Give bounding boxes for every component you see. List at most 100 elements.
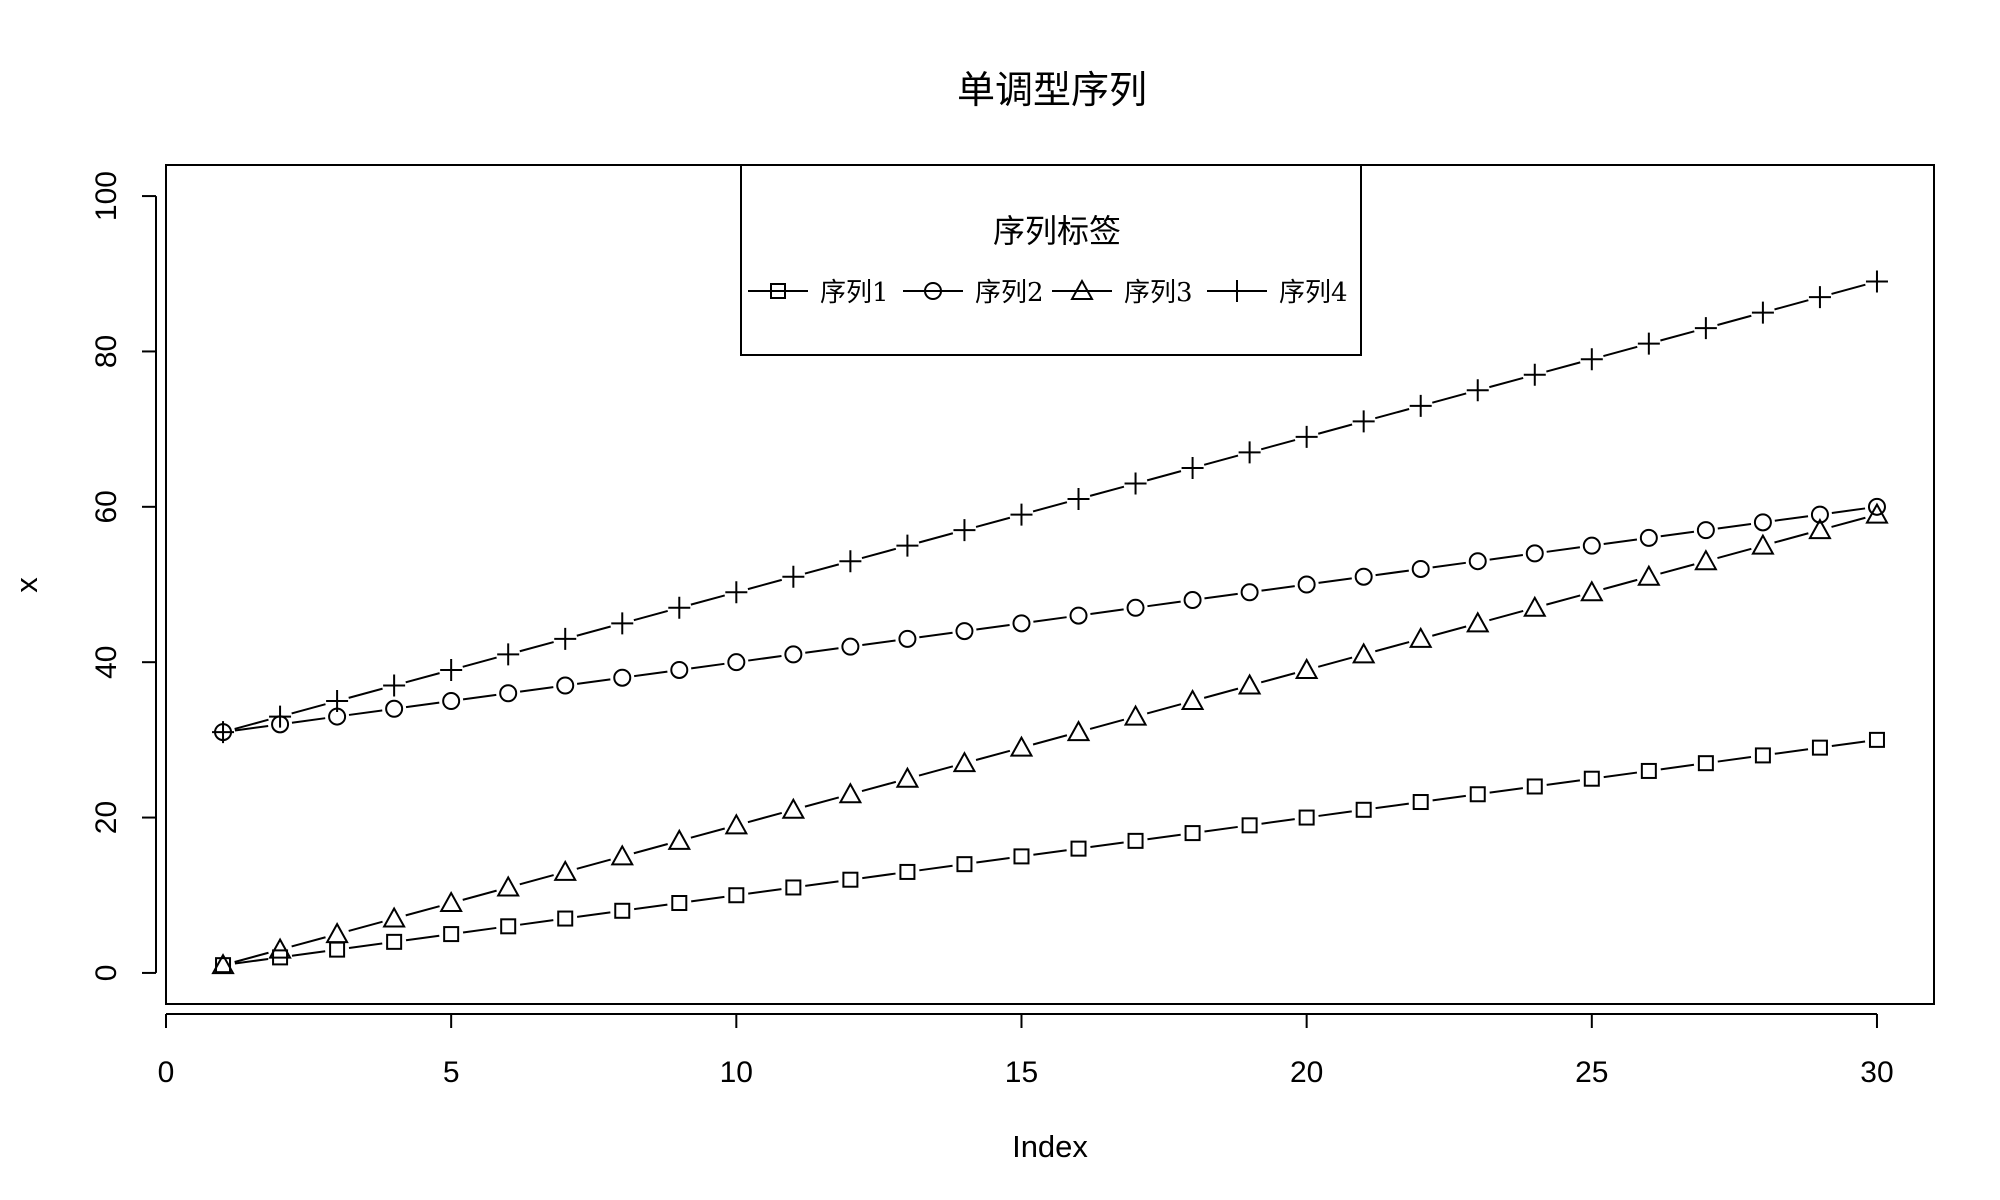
series-3-point — [382, 906, 406, 928]
series-4-point — [1124, 472, 1147, 495]
series-1-point — [557, 910, 574, 927]
series-3-segment — [576, 858, 611, 870]
series-4-segment — [1831, 283, 1866, 295]
series-1-segment — [691, 895, 725, 903]
series-4-point — [497, 643, 520, 666]
series-3-segment — [1317, 656, 1353, 668]
series-4-segment — [975, 516, 1011, 528]
series-4-segment — [519, 641, 554, 653]
legend-title: 序列标签 — [993, 212, 1121, 250]
series-1-segment — [1774, 748, 1809, 755]
series-2-segment — [1546, 546, 1581, 553]
series-2-point — [1468, 552, 1487, 571]
series-3-segment — [975, 749, 1011, 761]
series-4-segment — [690, 594, 726, 606]
series-3-point — [1580, 580, 1604, 602]
series-3-point — [667, 828, 691, 850]
series-2-segment — [1204, 592, 1238, 600]
series-1-segment — [234, 958, 269, 965]
series-4-point — [668, 596, 691, 619]
series-2-segment — [691, 662, 725, 670]
series-1-point — [1298, 809, 1315, 826]
series-2-point — [613, 668, 632, 687]
series-3-segment — [291, 936, 326, 948]
series-3-segment — [918, 765, 954, 777]
series-2-segment — [405, 701, 440, 709]
series-2-segment — [1831, 507, 1866, 514]
series-2-point — [898, 629, 917, 648]
series-4-point — [383, 674, 406, 697]
series-3-segment — [1203, 687, 1239, 699]
series-2-segment — [1375, 569, 1409, 577]
series-1-segment — [348, 942, 383, 949]
series-1-point — [443, 926, 460, 943]
series-2-point — [442, 692, 461, 711]
series-2-point — [1753, 513, 1772, 532]
series-1-segment — [462, 926, 497, 934]
series-3-point — [496, 875, 520, 897]
series-4-segment — [1660, 330, 1695, 342]
series-3-point — [1009, 735, 1034, 757]
series-4 — [212, 270, 1888, 744]
series-4-point — [212, 721, 235, 744]
series-2-point — [1012, 614, 1031, 633]
x-tick-label: 25 — [1575, 1056, 1608, 1089]
series-3-point — [439, 890, 463, 913]
x-tick-label: 5 — [443, 1056, 460, 1089]
series-1-segment — [1603, 771, 1638, 779]
series-3-segment — [804, 796, 840, 808]
series-2-segment — [1318, 577, 1352, 584]
series-4-point — [1067, 488, 1090, 511]
series-2-segment — [976, 623, 1010, 631]
series-1-point — [1640, 762, 1657, 779]
series-1-point — [1241, 817, 1258, 834]
series-1-point — [1184, 825, 1201, 842]
x-tick-label: 15 — [1005, 1056, 1038, 1089]
series-4-segment — [462, 656, 497, 668]
series-4-point — [1352, 410, 1375, 433]
series-4-segment — [861, 547, 897, 560]
legend-item-3: 序列3 — [1052, 278, 1193, 308]
series-3-segment — [861, 780, 897, 793]
series-2-segment — [1717, 522, 1752, 530]
series-4-segment — [1717, 314, 1752, 326]
series-1-point — [1070, 840, 1087, 857]
series-3-point — [1180, 688, 1205, 711]
series-1-segment — [748, 888, 782, 895]
series-4-segment — [1260, 439, 1296, 451]
legend-item-marker — [770, 283, 786, 299]
series-2-point — [1240, 583, 1259, 602]
series-3-point — [1466, 611, 1490, 633]
series-1-point — [1526, 778, 1543, 795]
series-4-point — [896, 534, 919, 557]
series-4-segment — [1489, 376, 1524, 389]
series-3-segment — [462, 889, 497, 901]
series-3-segment — [1546, 594, 1581, 606]
series-3-segment — [1717, 547, 1752, 560]
series-4-segment — [1546, 361, 1581, 373]
series-2-point — [1126, 598, 1145, 617]
series-3-point — [1294, 657, 1319, 679]
series-1-segment — [1660, 763, 1695, 771]
series-2-point — [1525, 544, 1544, 563]
series-3-point — [895, 766, 920, 788]
series-2-point — [841, 637, 860, 656]
series-layer — [211, 270, 1889, 975]
series-3-segment — [747, 811, 783, 824]
series-1-segment — [1375, 802, 1409, 810]
series-3-segment — [690, 827, 726, 839]
series-2-point — [556, 676, 575, 695]
series-4-segment — [405, 672, 440, 684]
y-tick-label: 0 — [90, 965, 123, 982]
series-4-point — [1694, 317, 1717, 340]
legend-item-4: 序列4 — [1207, 278, 1348, 308]
series-1-point — [899, 863, 916, 880]
series-3-point — [1808, 518, 1832, 540]
series-2-segment — [234, 724, 269, 732]
series-1-point — [1868, 731, 1885, 748]
series-1-segment — [1489, 787, 1524, 794]
series-2-segment — [576, 678, 611, 685]
series-3-point — [1123, 704, 1148, 726]
series-3-segment — [1603, 578, 1638, 591]
x-tick-label: 30 — [1860, 1056, 1893, 1089]
